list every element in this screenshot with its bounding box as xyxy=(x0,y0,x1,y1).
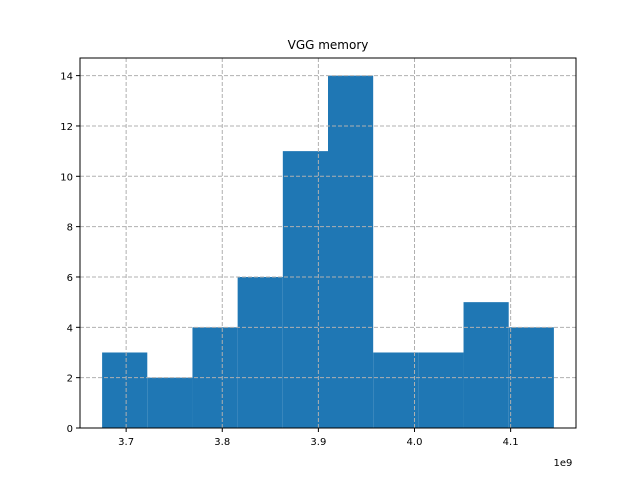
histogram-bar xyxy=(373,352,419,428)
y-tick-label: 14 xyxy=(60,72,73,83)
bars xyxy=(102,75,554,428)
y-tick-label: 6 xyxy=(67,273,73,284)
histogram-bar xyxy=(418,352,464,428)
y-tick-label: 4 xyxy=(67,323,73,334)
y-tick-label: 0 xyxy=(67,424,73,435)
x-tick-label: 3.8 xyxy=(214,437,230,448)
chart-title: VGG memory xyxy=(288,38,369,52)
histogram-bar xyxy=(102,352,148,428)
y-tick-label: 10 xyxy=(60,172,73,183)
x-tick-label: 3.9 xyxy=(310,437,326,448)
histogram-bar xyxy=(237,276,283,428)
histogram-bar xyxy=(282,151,328,428)
histogram-bar xyxy=(328,75,374,428)
x-offset-label: 1e9 xyxy=(554,458,573,469)
histogram-bar xyxy=(463,302,509,428)
x-tick-label: 4.1 xyxy=(503,437,519,448)
x-tick-label: 3.7 xyxy=(118,437,134,448)
y-tick-label: 12 xyxy=(60,122,73,133)
x-tick-label: 4.0 xyxy=(407,437,423,448)
histogram-bar xyxy=(147,377,193,428)
axis-ticks: 3.7 3.8 3.9 4.0 4.1 0 2 4 6 8 10 12 14 xyxy=(60,72,518,448)
y-tick-label: 2 xyxy=(67,374,73,385)
plot-frame xyxy=(79,57,577,429)
y-tick-label: 8 xyxy=(67,223,73,234)
